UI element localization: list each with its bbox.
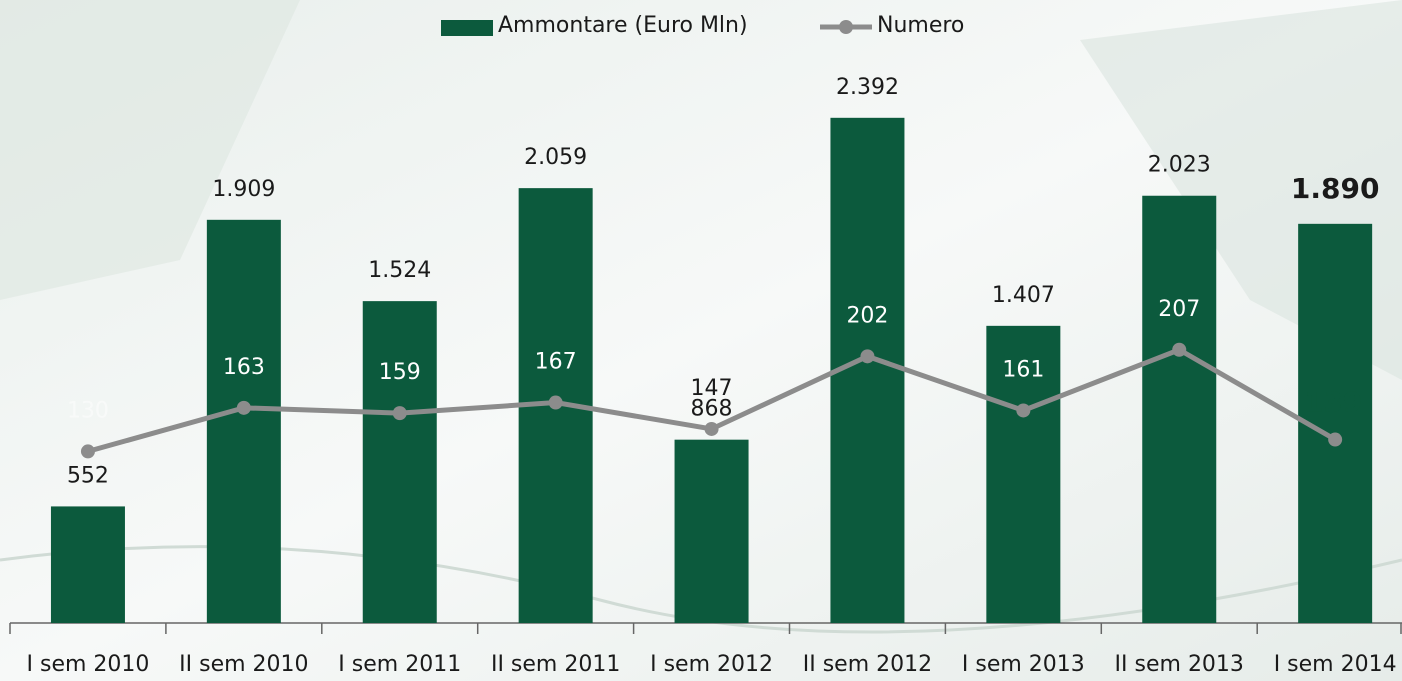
line-marker: [392, 406, 407, 421]
line-value-label: 159: [379, 360, 421, 385]
line-marker: [1172, 342, 1187, 357]
line-value-label: 161: [1002, 357, 1044, 382]
bar-value-label: 1.524: [368, 258, 431, 283]
line-value-label: 130: [67, 398, 109, 423]
x-tick-label: II sem 2013: [1115, 652, 1244, 677]
line-marker: [1328, 432, 1343, 447]
x-tick-label: II sem 2012: [803, 652, 932, 677]
bar: [362, 301, 437, 623]
bar: [1142, 195, 1217, 623]
line-marker: [236, 400, 251, 415]
bar: [206, 219, 281, 623]
x-tick-label: I sem 2010: [27, 652, 150, 677]
x-tick-label: I sem 2012: [650, 652, 773, 677]
legend-swatch: [839, 20, 853, 34]
bar-value-label: 1.890: [1291, 172, 1380, 205]
line-value-label: 139: [1304, 386, 1362, 419]
line-value-label: 147: [691, 376, 733, 401]
legend-label: Ammontare (Euro Mln): [498, 13, 748, 38]
bar-value-label: 552: [67, 463, 109, 488]
x-tick-label: I sem 2011: [338, 652, 461, 677]
line-marker: [1016, 403, 1031, 418]
x-tick-label: II sem 2011: [491, 652, 620, 677]
x-tick-label: I sem 2014: [1274, 652, 1397, 677]
bar-value-label: 2.059: [524, 145, 587, 170]
line-marker: [704, 421, 719, 436]
line-value-label: 202: [846, 303, 888, 328]
x-tick-label: I sem 2013: [962, 652, 1085, 677]
line-value-label: 163: [223, 355, 265, 380]
line-marker: [860, 349, 875, 364]
bar-value-label: 2.023: [1148, 153, 1211, 178]
line-marker: [548, 395, 563, 410]
bar: [674, 439, 749, 623]
bar-value-label: 1.909: [212, 177, 275, 202]
bar-value-label: 2.392: [836, 75, 899, 100]
legend: Ammontare (Euro Mln) Numero: [441, 13, 964, 38]
line-value-label: 207: [1158, 297, 1200, 322]
bar-value-label: 1.407: [992, 283, 1055, 308]
bar: [50, 506, 125, 623]
bar: [986, 325, 1061, 623]
legend-swatch: [441, 20, 493, 36]
legend-label: Numero: [877, 13, 964, 38]
bar-value-label: 868: [691, 397, 733, 422]
background-shape: [0, 0, 300, 300]
x-tick-label: II sem 2010: [179, 652, 308, 677]
line-marker: [80, 444, 95, 459]
line-value-label: 167: [535, 350, 577, 375]
